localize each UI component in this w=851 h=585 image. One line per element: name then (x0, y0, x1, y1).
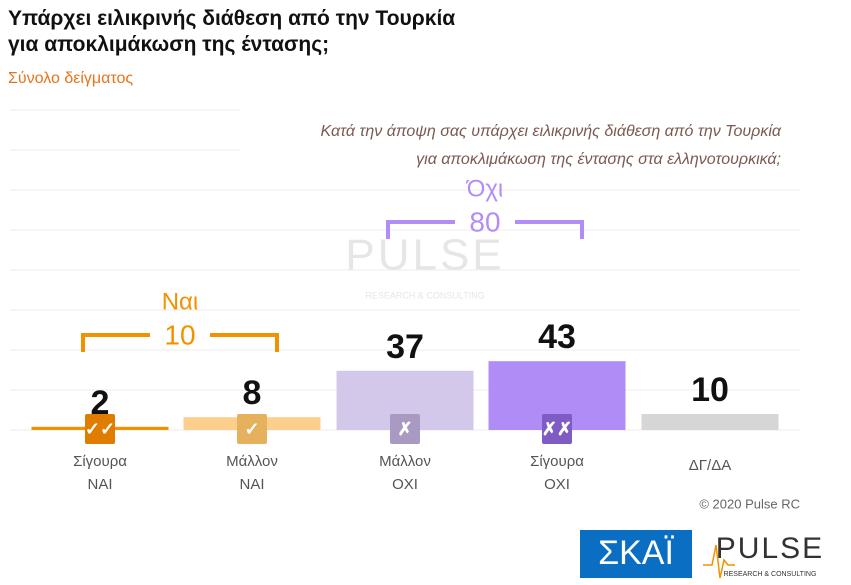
group-bracket (386, 220, 455, 239)
group-value: 80 (469, 206, 500, 237)
icon-glyph: ✓ (244, 419, 259, 439)
pulse-logo: PULSE (716, 532, 824, 565)
icon (390, 414, 420, 444)
copyright: © 2020 Pulse RC (699, 496, 800, 511)
group-value: 10 (164, 319, 195, 350)
icon-glyph: ✓✓ (85, 419, 115, 439)
group-label: Ναι (162, 288, 199, 315)
bar (641, 414, 779, 430)
icon (542, 414, 572, 444)
skai-logo (580, 530, 692, 578)
x-tick-label: Σίγουρα (530, 453, 584, 470)
pulse-sub: RESEARCH & CONSULTING (724, 571, 817, 578)
icon-glyph: ✗✗ (542, 419, 572, 439)
question: Κατά την άποψη σας υπάρχει ειλικρινής δι… (320, 123, 781, 168)
group-label: Όχι (466, 175, 504, 202)
x-tick-label: ΝΑΙ (239, 476, 264, 493)
x-tick-label: Μάλλον (379, 453, 431, 470)
value-label: 37 (386, 328, 424, 366)
value-label: 10 (691, 371, 729, 409)
x-tick-label: Σίγουρα (73, 453, 127, 470)
watermark: PULSE (345, 231, 504, 280)
group-bracket (81, 333, 150, 352)
value-label: 2 (91, 384, 110, 422)
value-label: 43 (538, 318, 576, 356)
x-tick-label: ΝΑΙ (87, 476, 112, 493)
icon-glyph: ✗ (397, 419, 412, 439)
watermark-sub: RESEARCH & CONSULTING (365, 290, 484, 300)
group-bracket (210, 333, 279, 352)
x-tick-label: ΔΓ/ΔΑ (689, 457, 731, 474)
x-tick-label: Μάλλον (226, 453, 278, 470)
skai-text: ΣΚΑΪ (598, 534, 674, 572)
group-bracket (515, 220, 584, 239)
subtitle: Σύνολο δείγματος (8, 70, 134, 87)
chart-title: Υπάρχει ειλικρινής διάθεση από την Τουρκ… (8, 7, 456, 56)
pulse-wave (703, 544, 735, 579)
icon (237, 414, 267, 444)
value-label: 8 (243, 374, 262, 412)
x-tick-label: ΟΧΙ (544, 476, 570, 493)
icon (85, 414, 115, 444)
x-tick-label: ΟΧΙ (392, 476, 418, 493)
